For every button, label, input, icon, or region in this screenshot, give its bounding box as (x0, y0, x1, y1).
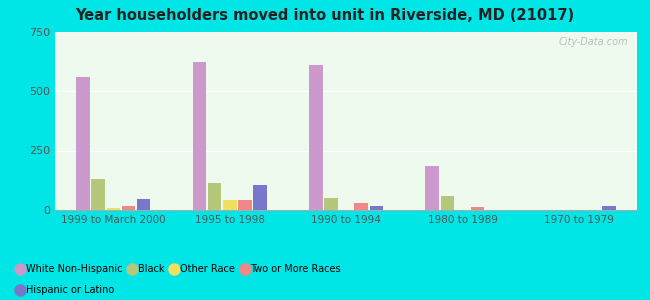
Bar (137, 199, 151, 210)
Bar (92, 179, 105, 210)
Bar (324, 198, 338, 210)
Bar (192, 62, 206, 210)
Text: Year householders moved into unit in Riverside, MD (21017): Year householders moved into unit in Riv… (75, 8, 575, 22)
Bar (471, 207, 484, 210)
Bar (425, 166, 439, 210)
Bar (354, 203, 368, 210)
Bar (223, 200, 237, 210)
Bar (208, 183, 222, 210)
Bar (441, 196, 454, 210)
Bar (254, 185, 267, 210)
Bar (107, 208, 120, 210)
Bar (370, 206, 384, 210)
Legend: White Non-Hispanic, Black, Other Race, Two or More Races: White Non-Hispanic, Black, Other Race, T… (18, 264, 341, 274)
Bar (309, 65, 322, 210)
Text: City-Data.com: City-Data.com (558, 37, 629, 47)
Bar (238, 200, 252, 210)
Bar (76, 77, 90, 210)
Legend: Hispanic or Latino: Hispanic or Latino (18, 285, 114, 295)
Bar (122, 206, 135, 210)
Bar (603, 206, 616, 210)
